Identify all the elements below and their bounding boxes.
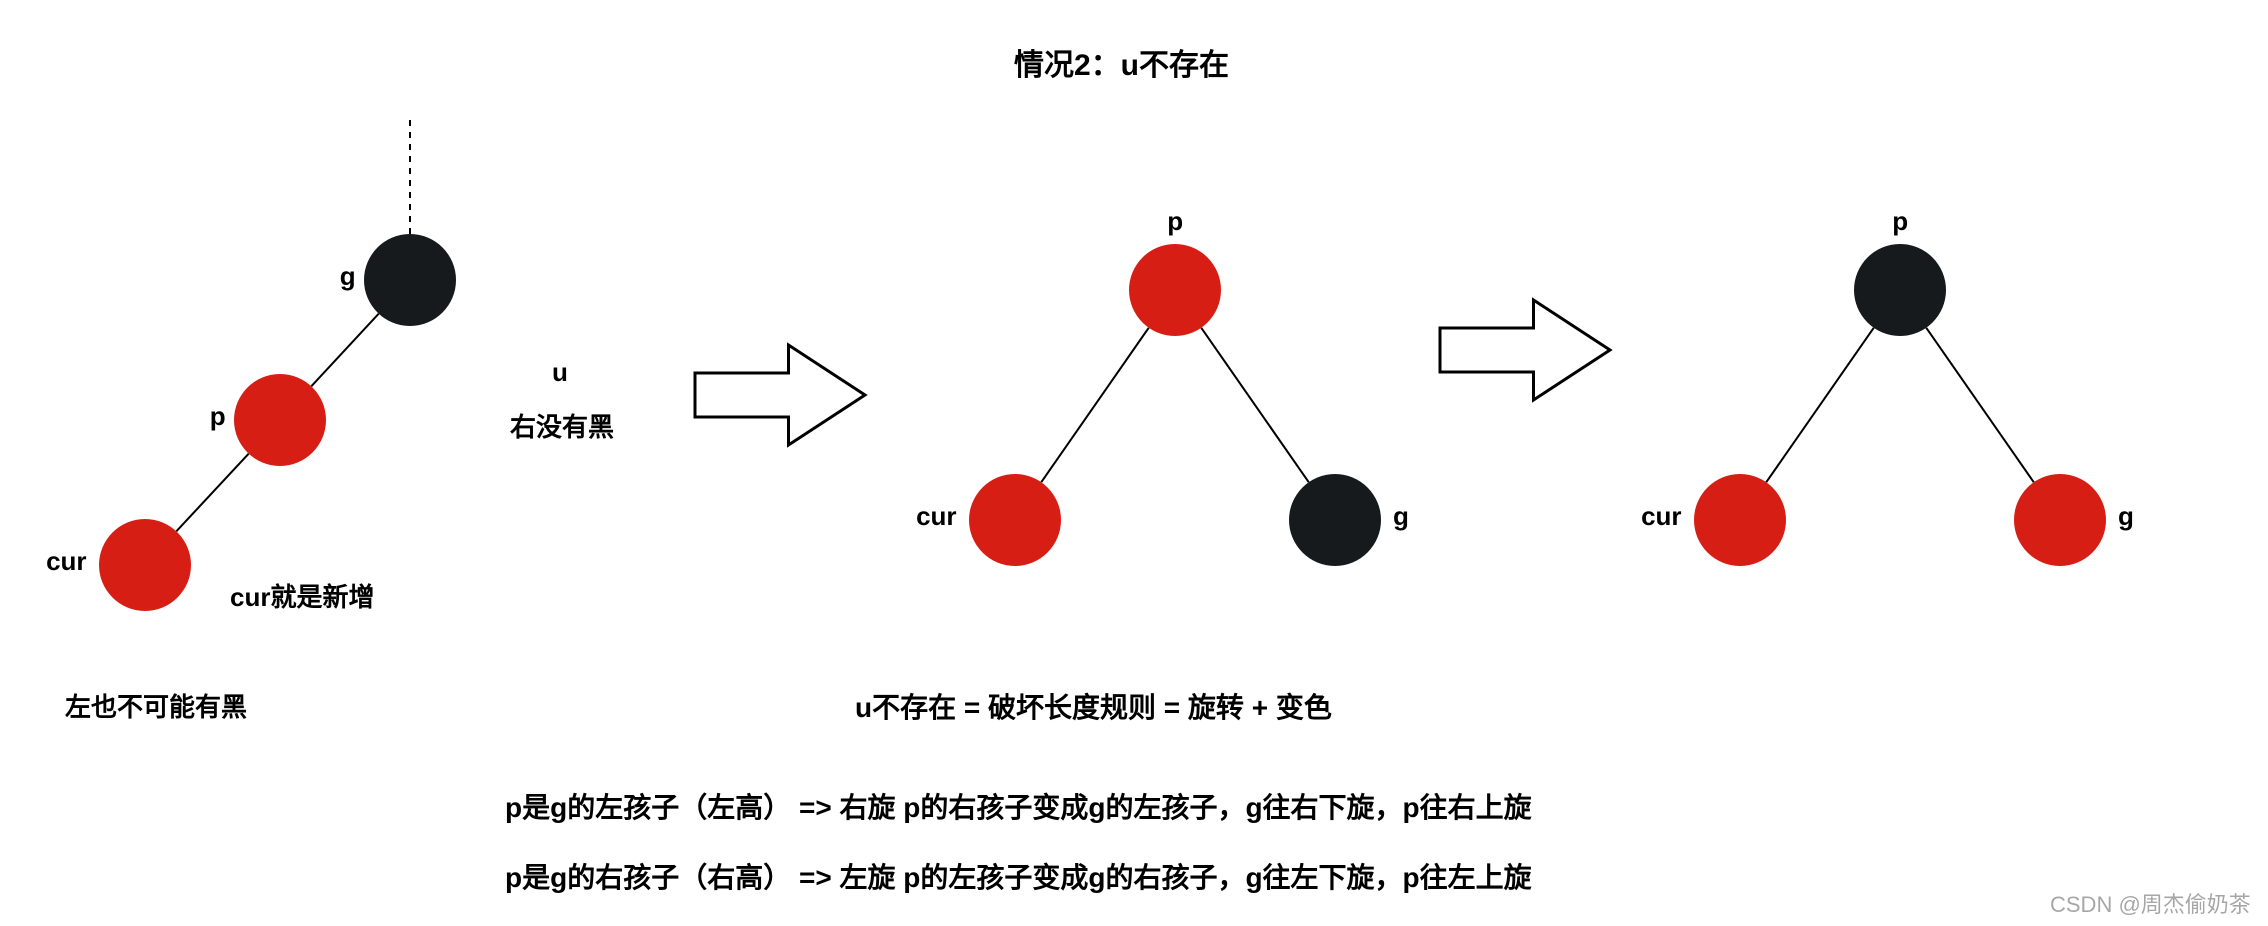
node-label-cur3: cur (1641, 501, 1681, 532)
node-label-p3: p (1892, 206, 1908, 237)
node-label-g: g (340, 261, 356, 292)
transition-arrow (695, 345, 865, 445)
transition-arrow (1440, 300, 1610, 400)
node-cur (99, 519, 191, 611)
annotation-0: u (552, 357, 568, 388)
node-label-g3: g (2118, 501, 2134, 532)
node-g2 (1289, 474, 1381, 566)
node-g3 (2014, 474, 2106, 566)
annotation-2: cur就是新增 (230, 577, 374, 614)
node-label-g2: g (1393, 501, 1409, 532)
rule-line-1: p是g的右孩子（右高） => 左旋 p的左孩子变成g的右孩子，g往左下旋，p往左… (505, 856, 1532, 896)
edge (1201, 328, 1308, 482)
edge (1041, 328, 1148, 482)
watermark: CSDN @周杰偷奶茶 (2050, 887, 2251, 919)
edge (311, 314, 378, 387)
annotation-1: 右没有黑 (510, 407, 614, 444)
node-g (364, 234, 456, 326)
annotation-3: 左也不可能有黑 (65, 687, 247, 724)
edge (1766, 328, 1873, 482)
node-label-cur: cur (46, 546, 86, 577)
node-p2 (1129, 244, 1221, 336)
diagram-title: 情况2：u不存在 (1014, 40, 1229, 84)
stage-caption: u不存在 = 破坏长度规则 = 旋转 + 变色 (855, 686, 1332, 726)
node-cur3 (1694, 474, 1786, 566)
node-cur2 (969, 474, 1061, 566)
rule-line-0: p是g的左孩子（左高） => 右旋 p的右孩子变成g的左孩子，g往右下旋，p往右… (505, 786, 1532, 826)
node-label-cur2: cur (916, 501, 956, 532)
node-label-p2: p (1167, 206, 1183, 237)
node-p (234, 374, 326, 466)
edge (176, 454, 248, 532)
node-p3 (1854, 244, 1946, 336)
node-label-p: p (210, 401, 226, 432)
edge (1926, 328, 2033, 482)
